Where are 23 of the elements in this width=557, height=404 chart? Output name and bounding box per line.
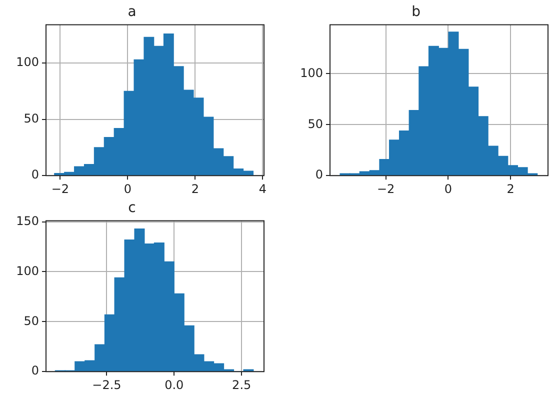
y-tick-label: 0 (31, 364, 39, 378)
x-tick-label: 0.0 (164, 378, 184, 392)
y-tick-label: 50 (24, 314, 39, 328)
x-tick-label: 2.5 (232, 378, 252, 392)
x-tick-label: 2 (506, 182, 514, 196)
y-tick-label: 100 (16, 55, 39, 70)
x-tick-label: −2 (51, 182, 70, 196)
x-tick-label: 4 (258, 182, 266, 196)
chart-title: a (128, 4, 136, 20)
y-tick-label: 50 (24, 111, 39, 126)
y-tick-label: 50 (308, 116, 323, 131)
x-tick-label: −2.5 (92, 378, 122, 392)
y-tick-label: 0 (31, 168, 39, 182)
y-tick-label: 150 (16, 214, 39, 228)
chart-title: c (128, 200, 136, 216)
x-tick-label: −2 (376, 182, 395, 196)
x-tick-label: 2 (191, 182, 199, 196)
x-tick-label: 0 (124, 182, 132, 196)
y-tick-label: 100 (16, 264, 39, 278)
y-tick-label: 0 (315, 168, 323, 182)
y-tick-label: 100 (300, 66, 323, 80)
x-tick-label: 0 (444, 182, 452, 196)
chart-title: b (412, 4, 421, 20)
